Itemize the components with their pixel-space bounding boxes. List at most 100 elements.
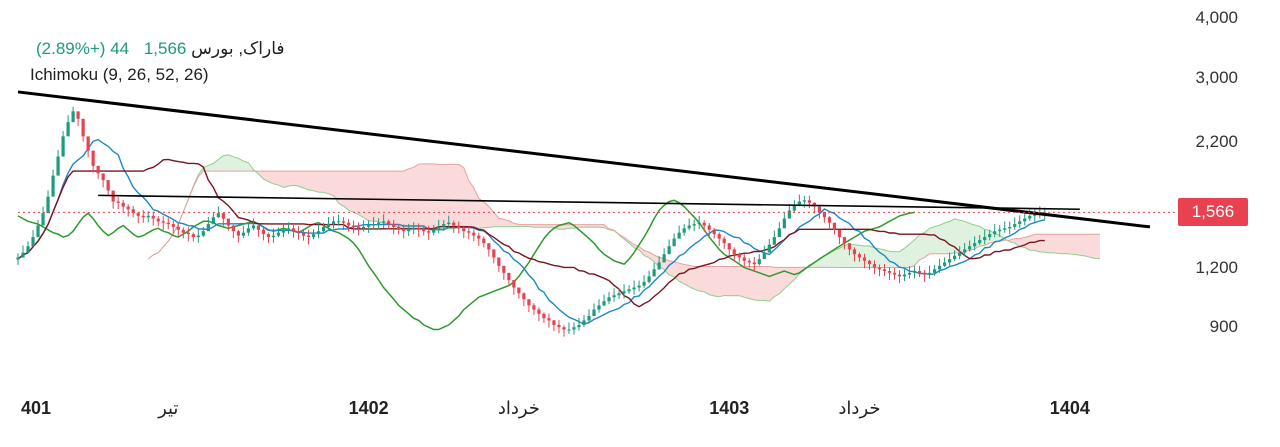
candle-body xyxy=(397,226,401,230)
candle-body xyxy=(407,229,411,232)
candle-body xyxy=(857,254,862,258)
candle-body xyxy=(892,272,897,275)
indicator-lines xyxy=(17,138,1100,331)
candle-body xyxy=(81,118,85,137)
candle-body xyxy=(402,229,406,232)
candle-body xyxy=(432,229,436,233)
cloud-segment xyxy=(749,266,755,300)
candle-body xyxy=(161,221,165,223)
candle-body xyxy=(557,324,561,328)
candle-body xyxy=(662,254,666,263)
candle-body xyxy=(507,272,511,281)
cloud-segment xyxy=(218,155,224,172)
candle-body xyxy=(567,329,571,331)
candle-body xyxy=(767,244,771,253)
candle-body xyxy=(31,237,35,247)
candle-body xyxy=(692,224,696,226)
candle-body xyxy=(757,259,761,265)
candle-body xyxy=(216,213,220,218)
cloud-segment xyxy=(684,264,690,287)
candle-body xyxy=(271,235,276,238)
candle-body xyxy=(572,327,576,330)
y-tick-label: 900 xyxy=(1209,317,1238,337)
cloud-segment xyxy=(258,171,264,179)
y-tick-label: 3,000 xyxy=(1195,67,1238,87)
candle-body xyxy=(657,262,661,270)
cloud-segment xyxy=(383,171,389,224)
candle-body xyxy=(652,269,656,277)
candle-body xyxy=(176,226,180,230)
candle-body xyxy=(21,252,25,258)
candle-body xyxy=(682,228,686,233)
cloud-segment xyxy=(488,206,494,228)
candle-body xyxy=(677,232,681,239)
candle-body xyxy=(1013,224,1017,227)
cloud-segment xyxy=(899,248,905,268)
candle-body xyxy=(417,228,421,230)
cloud-segment xyxy=(694,266,700,291)
candle-body xyxy=(998,229,1002,232)
candle-body xyxy=(978,240,982,244)
candle-body xyxy=(907,272,912,275)
x-tick-label: خرداد xyxy=(838,398,881,418)
chart-legend: فاراک, بورس 1,566 44 (+2.89%) Ichimoku (… xyxy=(30,36,285,88)
candle-body xyxy=(932,269,937,273)
cloud-segment xyxy=(313,171,319,193)
candle-body xyxy=(597,305,601,310)
x-tick-label: تیر xyxy=(158,398,179,418)
candle-body xyxy=(837,229,842,238)
cloud-segment xyxy=(463,167,469,228)
candle-body xyxy=(782,218,786,229)
cloud-segment xyxy=(744,266,750,299)
candle-body xyxy=(727,243,731,250)
cloud-segment xyxy=(634,244,640,250)
candle-body xyxy=(291,228,296,232)
candle-body xyxy=(617,293,621,296)
candle-body xyxy=(522,293,526,300)
candle-body xyxy=(512,280,516,288)
candle-body xyxy=(46,196,50,214)
candle-body xyxy=(276,232,281,236)
candle-body xyxy=(792,205,796,211)
cloud-segment xyxy=(378,171,384,224)
candle-body xyxy=(1033,214,1037,216)
cloud-segment xyxy=(834,248,840,268)
candle-body xyxy=(958,252,962,256)
cloud-segment xyxy=(273,171,279,186)
cloud-segment xyxy=(503,219,509,227)
cloud-segment xyxy=(714,266,720,297)
candle-body xyxy=(221,213,225,219)
candle-body xyxy=(832,222,837,230)
cloud-segment xyxy=(709,266,715,297)
candle-body xyxy=(912,271,917,273)
cloud-segment xyxy=(508,220,514,227)
cloud-segment xyxy=(428,163,434,229)
candle-body xyxy=(487,243,491,250)
candle-body xyxy=(377,222,381,225)
candle-body xyxy=(852,249,857,255)
candle-body xyxy=(281,229,286,233)
cloud-segment xyxy=(443,164,449,229)
cloud-segment xyxy=(533,224,539,228)
cloud-segment xyxy=(328,171,334,196)
y-tick-label: 2,200 xyxy=(1195,131,1238,151)
cloud-segment xyxy=(919,232,925,260)
candle-body xyxy=(336,221,341,223)
cloud-segment xyxy=(353,171,359,215)
cloud-segment xyxy=(458,164,464,228)
candle-body xyxy=(296,231,301,233)
candle-body xyxy=(36,225,40,238)
y-tick-label: 1,200 xyxy=(1195,257,1238,277)
cloud-segment xyxy=(904,243,910,268)
cloud-segment xyxy=(1074,234,1080,256)
candle-body xyxy=(802,200,806,202)
candle-body xyxy=(547,318,551,321)
cloud-segment xyxy=(303,171,309,190)
cloud-segment xyxy=(789,267,795,285)
candle-body xyxy=(502,265,506,273)
candle-body xyxy=(762,252,766,260)
cloud-segment xyxy=(944,221,950,254)
cloud-segment xyxy=(674,261,680,282)
candle-body xyxy=(346,222,351,226)
candle-body xyxy=(467,231,471,233)
